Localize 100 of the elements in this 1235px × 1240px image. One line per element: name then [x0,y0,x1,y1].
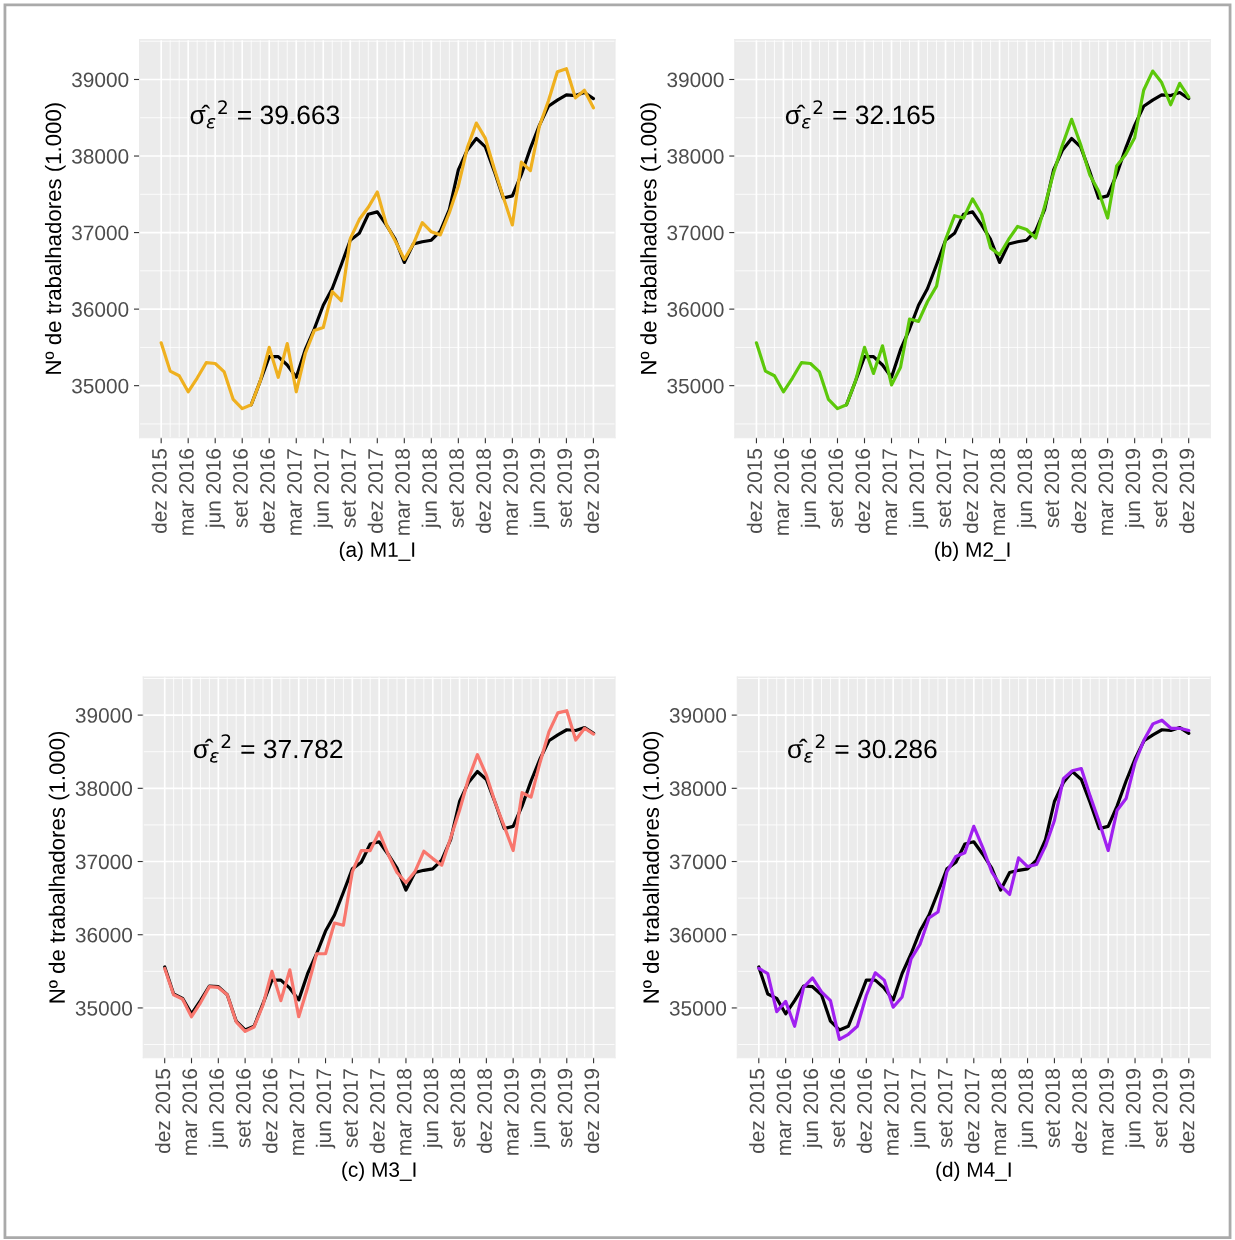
x-tick-label: set 2017 [341,449,356,528]
y-tick-label: 36000 [667,302,724,317]
x-tick-label: jun 2017 [910,1069,930,1149]
x-tick-label: mar 2017 [884,1069,899,1155]
annotation: σ̂$_{ε}$$^{2}$ = 39.663 [190,100,340,129]
x-tick-label: dez 2018 [1070,449,1087,533]
x-tick-label: jun 2016 [802,1069,823,1149]
x-tick-label: set 2017 [937,1069,953,1148]
x-tick-label: dez 2018 [475,449,491,533]
y-tick-label: 37000 [72,225,129,241]
x-tick-label: set 2019 [1152,1069,1168,1148]
y-tick-label: 38000 [669,781,727,797]
x-tick-label: mar 2019 [1098,449,1114,535]
x-tick-label: dez 2018 [476,1069,492,1153]
x-tick-label: mar 2018 [991,1069,1007,1155]
y-tick-label: 37000 [75,854,133,870]
x-tick-label: dez 2018 [1071,1069,1087,1153]
x-axis-title: (c) M3_I [342,1161,416,1182]
x-tick-label: jun 2018 [421,449,442,529]
x-tick-label: mar 2019 [1099,1069,1114,1155]
y-tick-label: 39000 [669,708,727,723]
x-tick-label: mar 2016 [774,449,790,535]
x-tick-label: dez 2019 [1179,1069,1195,1153]
x-tick-label: jun 2018 [1016,449,1037,529]
x-tick-label: dez 2017 [367,449,383,533]
y-tick-label: 35000 [75,1000,133,1016]
y-tick-label: 39000 [72,72,129,88]
annotation: σ̂$_{ε}$$^{2}$ = 32.165 [785,100,935,129]
x-axis-title: (d) M4_I [936,1161,1011,1182]
y-axis-title: Nº de trabalhadores (1.000) [48,731,70,1003]
x-tick-label: dez 2017 [369,1069,385,1153]
x-tick-label: set 2018 [1045,1069,1061,1148]
x-tick-label: mar 2017 [289,1069,305,1155]
y-tick-label: 36000 [72,302,129,317]
x-tick-label: mar 2018 [396,1069,412,1155]
x-axis-title: (a) M1_I [339,541,415,562]
x-tick-label: mar 2018 [990,449,1006,535]
x-tick-label: jun 2018 [1017,1069,1038,1149]
x-tick-label: dez 2016 [854,449,871,533]
x-tick-label: mar 2016 [776,1069,792,1155]
x-tick-label: mar 2017 [882,449,898,535]
x-tick-label: dez 2015 [151,449,167,533]
x-tick-label: dez 2015 [154,1069,171,1153]
y-tick-label: 38000 [72,149,129,164]
x-tick-label: mar 2017 [287,449,302,535]
y-tick-label: 39000 [75,708,133,723]
x-tick-label: mar 2019 [504,1069,519,1155]
y-tick-label: 37000 [667,225,724,241]
x-tick-label: jun 2017 [908,449,929,529]
y-tick-label: 35000 [669,1000,727,1016]
y-tick-label: 35000 [667,378,724,394]
x-axis-title: (b) M2_I [935,541,1010,562]
x-tick-label: jun 2017 [313,449,333,529]
x-tick-label: jun 2018 [423,1069,443,1149]
y-tick-label: 36000 [75,927,133,943]
x-tick-label: set 2018 [1044,449,1060,528]
x-tick-label: dez 2019 [1178,449,1195,533]
x-tick-label: jun 2016 [205,449,225,529]
x-tick-label: dez 2017 [964,1069,980,1153]
x-tick-label: set 2017 [936,449,952,528]
x-tick-label: dez 2019 [583,1069,600,1153]
y-axis-title: Nº de trabalhadores (1.000) [44,103,66,374]
x-tick-label: mar 2018 [395,449,410,535]
x-tick-label: dez 2016 [262,1069,278,1153]
x-tick-label: jun 2016 [208,1069,229,1149]
x-tick-label: jun 2019 [1124,449,1145,529]
y-tick-label: 35000 [72,378,129,394]
x-tick-label: jun 2016 [800,449,821,529]
x-tick-label: dez 2017 [962,449,979,533]
x-tick-label: mar 2019 [503,449,518,535]
annotation: σ̂$_{ε}$$^{2}$ = 37.782 [193,734,343,763]
x-tick-label: set 2016 [828,449,844,528]
x-tick-label: set 2018 [449,449,464,528]
x-tick-label: jun 2017 [315,1069,336,1149]
y-tick-label: 37000 [669,854,727,870]
x-tick-label: set 2019 [557,1069,573,1148]
annotation: σ̂$_{ε}$$^{2}$ = 30.286 [788,734,937,763]
x-tick-label: dez 2016 [856,1069,872,1153]
y-axis-title: Nº de trabalhadores (1.000) [640,103,661,374]
y-tick-label: 38000 [667,149,724,164]
y-tick-label: 39000 [667,72,724,88]
x-tick-label: jun 2019 [529,449,550,529]
x-tick-label: set 2016 [830,1069,846,1148]
x-tick-label: dez 2016 [259,449,275,533]
x-tick-label: set 2017 [343,1069,358,1148]
y-tick-label: 36000 [669,927,727,943]
x-tick-label: dez 2019 [583,449,600,533]
y-axis-title: Nº de trabalhadores (1.000) [642,731,664,1003]
x-tick-label: jun 2019 [530,1069,550,1149]
x-tick-label: set 2016 [233,449,248,528]
x-tick-label: set 2018 [450,1069,466,1148]
x-tick-label: set 2019 [1152,449,1168,528]
x-tick-label: jun 2019 [1125,1069,1145,1149]
y-tick-label: 38000 [75,781,133,797]
x-tick-label: dez 2015 [746,449,763,533]
x-tick-label: set 2016 [235,1069,251,1148]
x-tick-label: set 2019 [557,449,572,528]
x-tick-label: mar 2016 [182,1069,198,1155]
x-tick-label: dez 2015 [749,1069,765,1153]
x-tick-label: mar 2016 [179,449,194,535]
